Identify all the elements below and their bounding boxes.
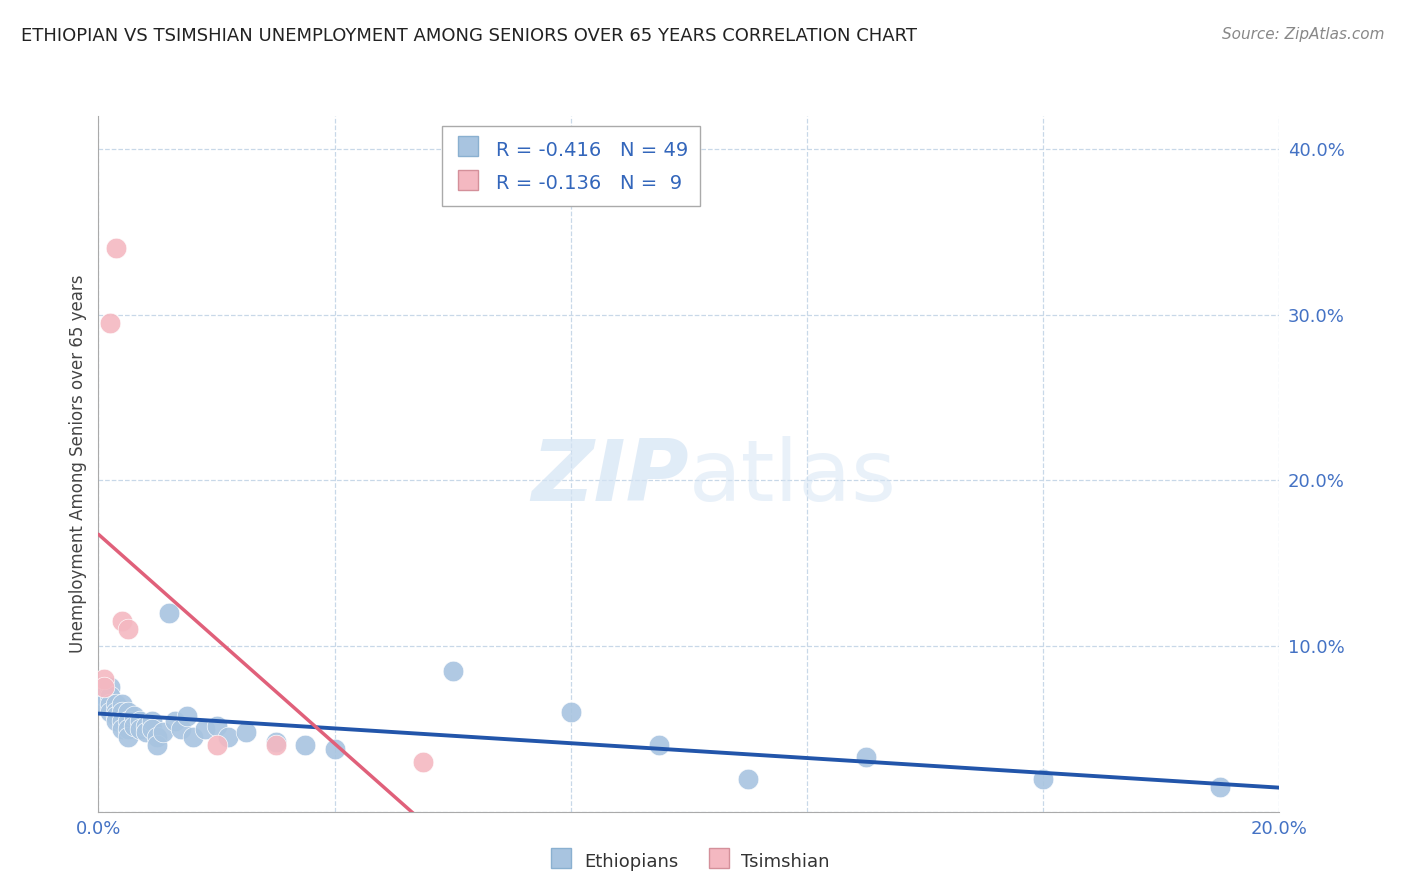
Point [157, 606, 180, 620]
Point [128, 722, 150, 736]
Point [128, 714, 150, 728]
Point [117, 730, 139, 744]
Point [98, 697, 121, 711]
Point [111, 706, 134, 720]
Point [122, 708, 145, 723]
Point [170, 722, 193, 736]
Point [1032, 772, 1054, 786]
Point [165, 714, 187, 728]
Point [441, 664, 464, 678]
Point [93, 689, 115, 703]
Point [217, 730, 239, 744]
Y-axis label: Unemployment Among Seniors over 65 years: Unemployment Among Seniors over 65 years [69, 275, 87, 653]
Legend: Ethiopians, Tsimshian: Ethiopians, Tsimshian [541, 843, 837, 880]
Point [98, 689, 121, 703]
Point [323, 741, 346, 756]
Point [135, 718, 157, 732]
Point [205, 718, 228, 732]
Point [93, 681, 115, 695]
Point [560, 706, 582, 720]
Point [235, 725, 257, 739]
Point [181, 730, 204, 744]
Point [152, 725, 174, 739]
Point [105, 714, 128, 728]
Point [264, 739, 287, 753]
Point [141, 722, 163, 736]
Point [111, 697, 134, 711]
Point [105, 708, 128, 723]
Point [648, 739, 671, 753]
Point [135, 725, 157, 739]
Point [93, 672, 115, 686]
Point [205, 739, 228, 753]
Point [1209, 780, 1232, 794]
Point [117, 714, 139, 728]
Point [105, 706, 128, 720]
Point [105, 697, 128, 711]
Text: ETHIOPIAN VS TSIMSHIAN UNEMPLOYMENT AMONG SENIORS OVER 65 YEARS CORRELATION CHAR: ETHIOPIAN VS TSIMSHIAN UNEMPLOYMENT AMON… [21, 27, 917, 45]
Point [294, 739, 316, 753]
Point [194, 722, 217, 736]
Point [264, 735, 287, 749]
Text: Source: ZipAtlas.com: Source: ZipAtlas.com [1222, 27, 1385, 42]
Point [111, 722, 134, 736]
Point [105, 242, 128, 256]
Point [117, 722, 139, 736]
Point [93, 681, 115, 695]
Point [117, 706, 139, 720]
Point [122, 718, 145, 732]
Point [111, 714, 134, 728]
Point [855, 750, 877, 764]
Point [176, 708, 198, 723]
Point [146, 730, 169, 744]
Point [412, 755, 434, 769]
Point [111, 614, 134, 628]
Point [98, 316, 121, 330]
Point [146, 739, 169, 753]
Text: atlas: atlas [689, 436, 897, 519]
Point [737, 772, 759, 786]
Text: ZIP: ZIP [531, 436, 689, 519]
Point [117, 623, 139, 637]
Point [98, 706, 121, 720]
Point [93, 697, 115, 711]
Point [141, 714, 163, 728]
Point [98, 681, 121, 695]
